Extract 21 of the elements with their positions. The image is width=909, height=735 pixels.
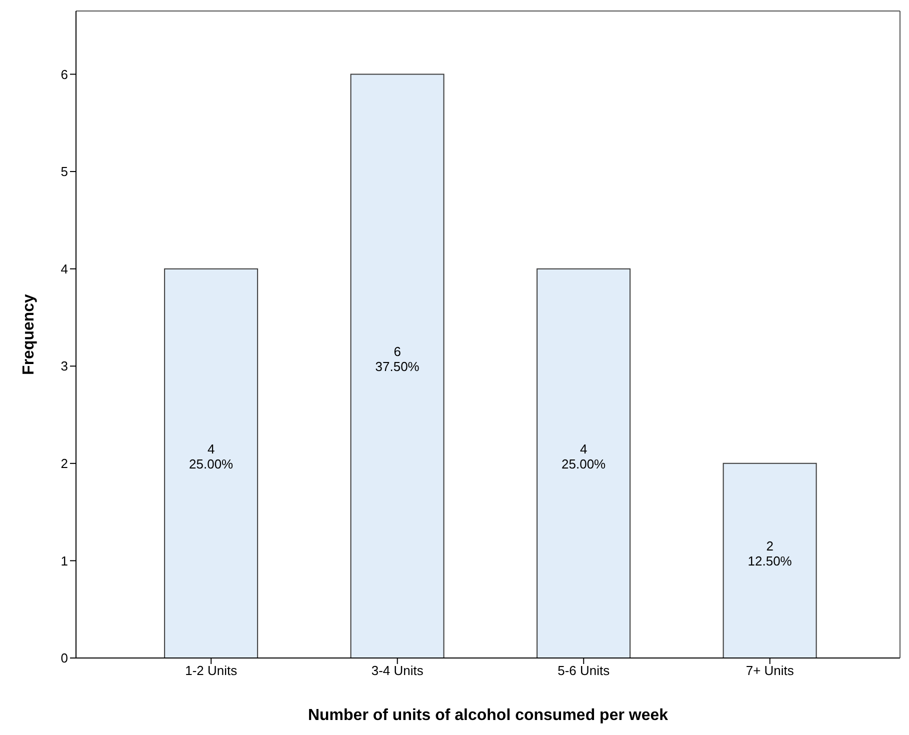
x-axis-title: Number of units of alcohol consumed per week xyxy=(308,707,668,724)
y-tick-label: 0 xyxy=(60,650,68,666)
bar xyxy=(722,462,817,658)
data-label: 6 37.50% xyxy=(375,344,420,374)
y-tick-label: 1 xyxy=(60,553,68,568)
y-tick-label: 4 xyxy=(60,261,68,276)
bar xyxy=(536,268,631,658)
y-tick-label: 6 xyxy=(60,66,68,82)
data-label: 4 25.00% xyxy=(189,441,234,472)
y-tick-label: 5 xyxy=(60,164,68,180)
x-tick-label: 5-6 Units xyxy=(558,663,610,678)
x-tick-label: 1-2 Units xyxy=(185,663,238,678)
x-tick-label: 3-4 Units xyxy=(371,663,424,678)
data-label: 4 25.00% xyxy=(562,441,606,472)
y-tick-label: 2 xyxy=(60,456,68,472)
bar xyxy=(164,268,258,658)
data-label: 2 12.50% xyxy=(748,538,792,569)
y-tick-label: 3 xyxy=(60,358,68,374)
x-tick-label: 7+ Units xyxy=(746,663,794,678)
bar xyxy=(350,74,444,658)
y-axis-title: Frequency xyxy=(20,294,38,375)
